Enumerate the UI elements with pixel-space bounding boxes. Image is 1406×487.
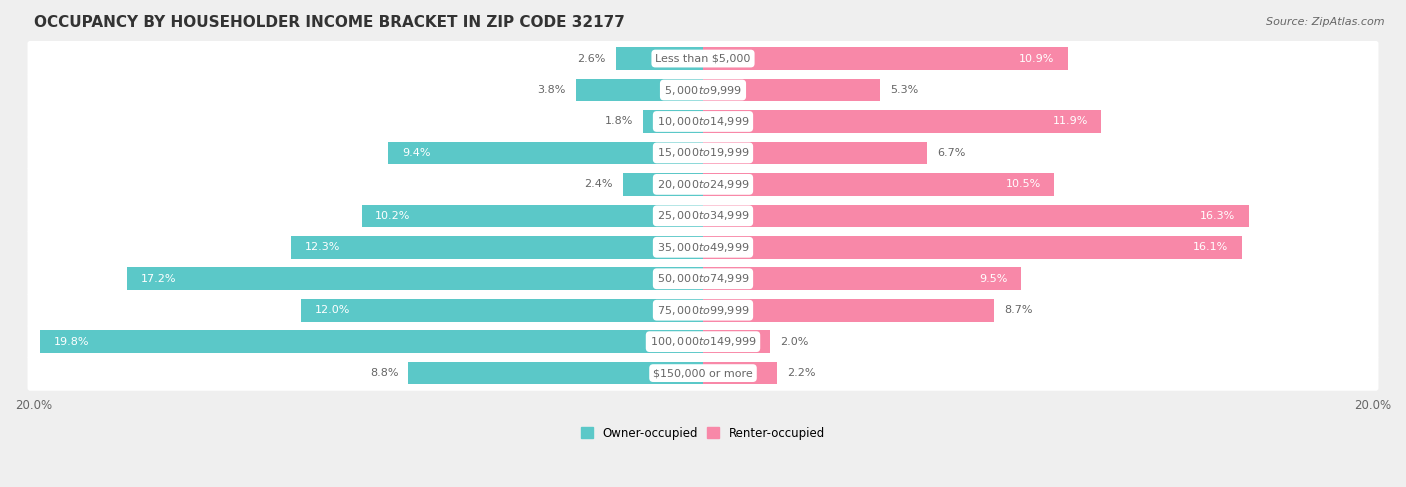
- Text: 2.6%: 2.6%: [578, 54, 606, 64]
- Text: 8.8%: 8.8%: [370, 368, 398, 378]
- Text: 8.7%: 8.7%: [1004, 305, 1033, 315]
- Text: 12.3%: 12.3%: [305, 243, 340, 252]
- Bar: [301, 299, 703, 321]
- Text: 12.0%: 12.0%: [315, 305, 350, 315]
- FancyBboxPatch shape: [28, 41, 1378, 76]
- Bar: [128, 267, 703, 290]
- Text: 9.5%: 9.5%: [979, 274, 1008, 284]
- Text: 5.3%: 5.3%: [890, 85, 918, 95]
- Text: 6.7%: 6.7%: [938, 148, 966, 158]
- Bar: [291, 236, 703, 259]
- Text: 10.2%: 10.2%: [375, 211, 411, 221]
- FancyBboxPatch shape: [28, 356, 1378, 391]
- Text: 10.5%: 10.5%: [1005, 179, 1040, 189]
- Bar: [388, 142, 703, 164]
- Text: $100,000 to $149,999: $100,000 to $149,999: [650, 335, 756, 348]
- Text: 9.4%: 9.4%: [402, 148, 430, 158]
- Text: $10,000 to $14,999: $10,000 to $14,999: [657, 115, 749, 128]
- Text: $50,000 to $74,999: $50,000 to $74,999: [657, 272, 749, 285]
- FancyBboxPatch shape: [28, 261, 1378, 297]
- Bar: [41, 330, 703, 353]
- Bar: [703, 362, 776, 384]
- Bar: [703, 299, 994, 321]
- Text: Less than $5,000: Less than $5,000: [655, 54, 751, 64]
- Bar: [576, 79, 703, 101]
- FancyBboxPatch shape: [28, 73, 1378, 108]
- Text: 2.4%: 2.4%: [583, 179, 613, 189]
- Bar: [623, 173, 703, 196]
- Text: 19.8%: 19.8%: [53, 337, 89, 347]
- FancyBboxPatch shape: [28, 198, 1378, 233]
- Text: $5,000 to $9,999: $5,000 to $9,999: [664, 83, 742, 96]
- Bar: [616, 47, 703, 70]
- Text: $75,000 to $99,999: $75,000 to $99,999: [657, 304, 749, 317]
- Bar: [703, 236, 1241, 259]
- Text: 10.9%: 10.9%: [1019, 54, 1054, 64]
- Text: $35,000 to $49,999: $35,000 to $49,999: [657, 241, 749, 254]
- Bar: [703, 110, 1101, 133]
- Bar: [643, 110, 703, 133]
- FancyBboxPatch shape: [28, 135, 1378, 170]
- Text: 2.2%: 2.2%: [787, 368, 815, 378]
- Bar: [409, 362, 703, 384]
- FancyBboxPatch shape: [28, 167, 1378, 202]
- Text: 17.2%: 17.2%: [141, 274, 176, 284]
- Text: 1.8%: 1.8%: [605, 116, 633, 127]
- FancyBboxPatch shape: [28, 230, 1378, 265]
- FancyBboxPatch shape: [28, 293, 1378, 328]
- Bar: [703, 142, 928, 164]
- FancyBboxPatch shape: [28, 324, 1378, 359]
- Text: OCCUPANCY BY HOUSEHOLDER INCOME BRACKET IN ZIP CODE 32177: OCCUPANCY BY HOUSEHOLDER INCOME BRACKET …: [34, 15, 624, 30]
- Bar: [361, 205, 703, 227]
- FancyBboxPatch shape: [28, 104, 1378, 139]
- Bar: [703, 47, 1067, 70]
- Bar: [703, 267, 1021, 290]
- Text: 11.9%: 11.9%: [1053, 116, 1088, 127]
- Text: Source: ZipAtlas.com: Source: ZipAtlas.com: [1267, 17, 1385, 27]
- Bar: [703, 173, 1054, 196]
- Text: 2.0%: 2.0%: [780, 337, 808, 347]
- Text: 16.3%: 16.3%: [1199, 211, 1236, 221]
- Legend: Owner-occupied, Renter-occupied: Owner-occupied, Renter-occupied: [576, 422, 830, 445]
- Bar: [703, 205, 1249, 227]
- Text: $25,000 to $34,999: $25,000 to $34,999: [657, 209, 749, 223]
- Text: $150,000 or more: $150,000 or more: [654, 368, 752, 378]
- Text: 16.1%: 16.1%: [1194, 243, 1229, 252]
- Text: $15,000 to $19,999: $15,000 to $19,999: [657, 147, 749, 159]
- Bar: [703, 330, 770, 353]
- Text: 3.8%: 3.8%: [537, 85, 565, 95]
- Text: $20,000 to $24,999: $20,000 to $24,999: [657, 178, 749, 191]
- Bar: [703, 79, 880, 101]
